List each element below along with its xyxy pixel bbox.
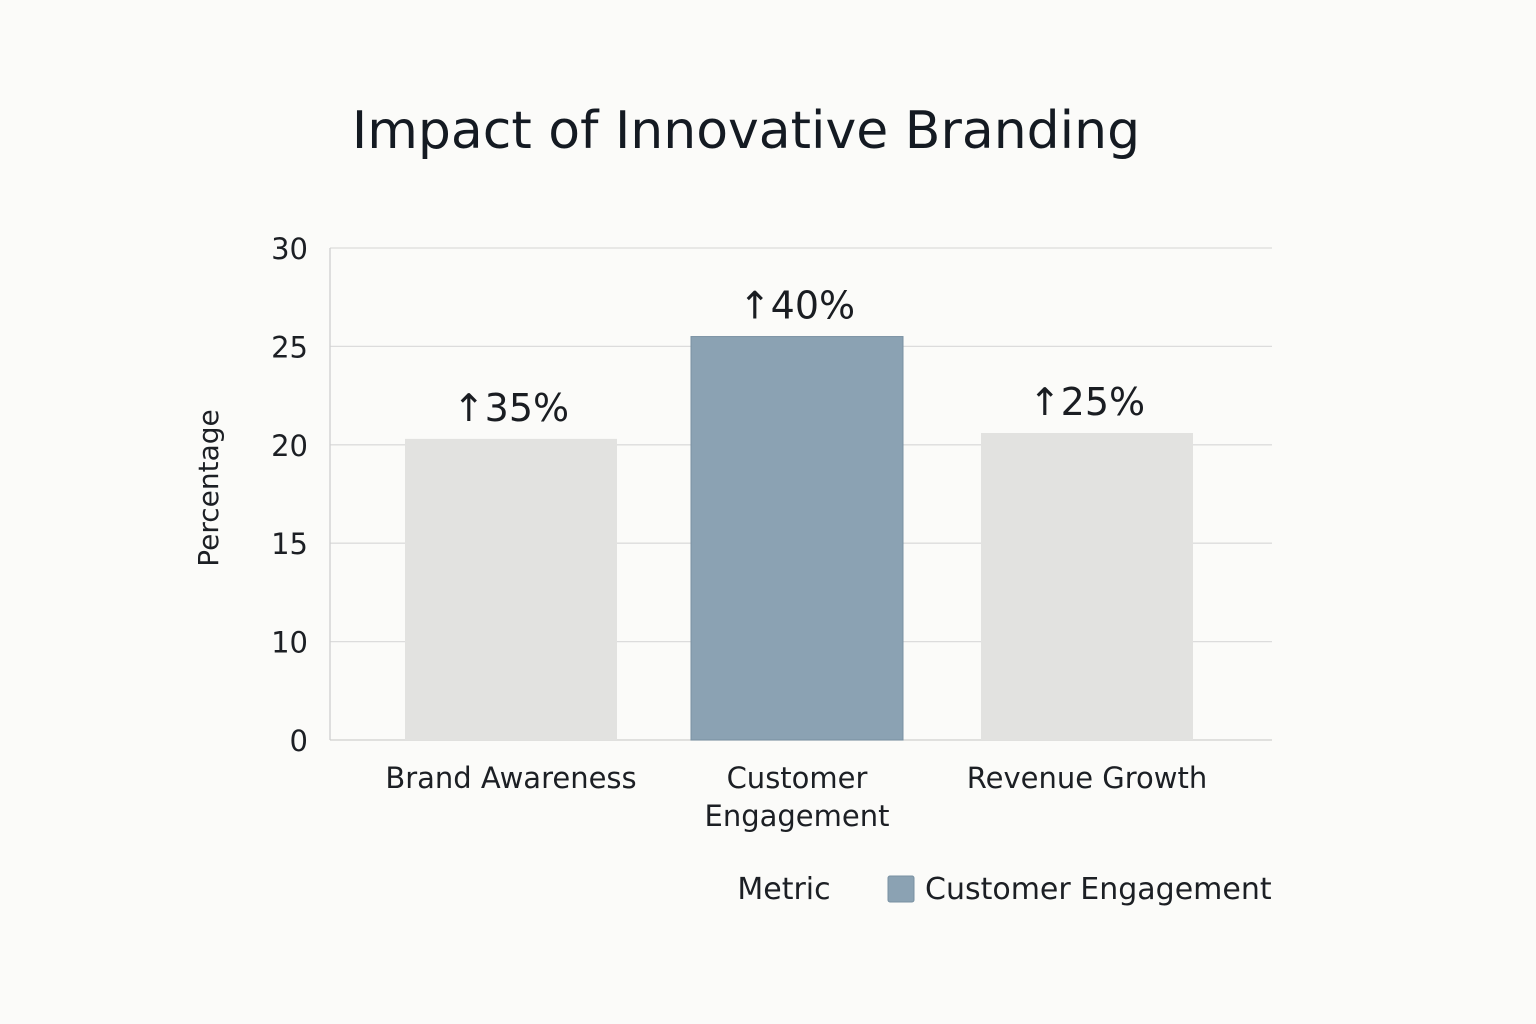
legend-title: Metric [737, 872, 830, 907]
data-label-customer-engagement: ↑40% [739, 284, 855, 328]
x-axis-categories: Brand Awareness Customer Engagement Revenue… [385, 761, 1207, 833]
y-axis-ticks: 0 10 15 20 25 30 [271, 232, 308, 758]
bar-brand-awareness [405, 438, 617, 740]
y-axis-title: Percentage [192, 409, 225, 567]
y-tick-label-0: 0 [290, 724, 308, 758]
legend-entry-customer-engagement: Customer Engagement [925, 872, 1272, 907]
y-tick-label-20: 20 [271, 429, 308, 463]
y-tick-label-30: 30 [271, 232, 308, 266]
x-tick-label-brand-awareness: Brand Awareness [385, 761, 636, 795]
data-label-revenue-growth: ↑25% [1029, 380, 1145, 424]
chart-title: Impact of Innovative Branding [352, 101, 1140, 161]
legend-swatch [887, 875, 915, 903]
data-labels: ↑35% ↑40% ↑25% [453, 284, 1145, 430]
x-tick-label-revenue-growth: Revenue Growth [967, 761, 1207, 795]
legend: Metric Customer Engagement [737, 872, 1271, 907]
bar-revenue-growth [981, 432, 1193, 740]
y-tick-label-15: 15 [271, 527, 308, 561]
bars [405, 336, 1193, 741]
x-tick-label-customer-engagement: Customer Engagement [705, 761, 890, 833]
y-tick-label-25: 25 [271, 330, 308, 364]
bar-customer-engagement [690, 336, 904, 741]
y-tick-label-10: 10 [271, 626, 308, 660]
data-label-brand-awareness: ↑35% [453, 386, 569, 430]
